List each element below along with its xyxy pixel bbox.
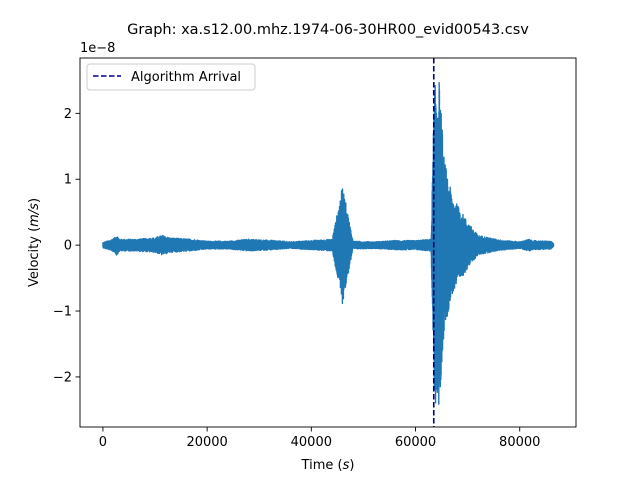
y-axis: −2 −1 0 1 2 [53,107,80,385]
y-axis-label-unit: m/s [27,203,42,227]
series-line-velocity [102,82,555,405]
x-axis-label: Time (s) [301,458,355,473]
x-tick-label: 20000 [186,435,227,450]
y-axis-label-close: ) [27,198,42,203]
y-tick-label: 0 [64,239,72,254]
axes-frame [79,57,577,428]
y-tick-label: −2 [53,370,72,385]
x-axis-label-text: Time ( [301,458,343,473]
y-axis-offset-label: 1e−8 [80,41,115,56]
y-axis-label: Velocity (m/s) [27,198,42,287]
x-tick-label: 80000 [499,435,540,450]
y-axis-label-text: Velocity ( [27,227,42,287]
plot-area [79,57,577,428]
legend: Algorithm Arrival [86,63,256,91]
y-tick-label: −1 [53,305,72,320]
x-axis-label-unit: s [343,458,350,473]
x-tick-label: 0 [99,435,107,450]
x-axis: 0 20000 40000 60000 80000 [99,427,540,450]
legend-label-arrival: Algorithm Arrival [131,70,241,85]
x-axis-label-close: ) [349,458,354,473]
legend-frame [86,63,256,91]
series-layer [102,82,555,405]
y-tick-label: 1 [64,173,72,188]
chart-title: Graph: xa.s12.00.mhz.1974-06-30HR00_evid… [127,22,529,38]
x-tick-label: 60000 [395,435,436,450]
x-tick-label: 40000 [291,435,332,450]
y-tick-label: 2 [64,107,72,122]
